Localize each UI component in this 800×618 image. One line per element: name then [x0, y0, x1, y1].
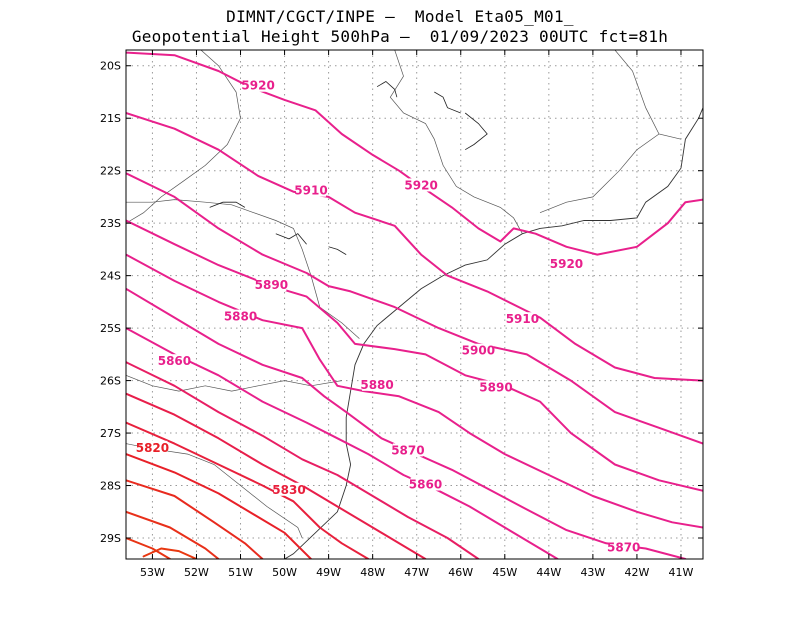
- lat-tick-label: 20S: [100, 60, 121, 73]
- contour-label: 5910: [294, 184, 327, 198]
- contour-label: 5860: [158, 354, 191, 368]
- lon-tick-label: 46W: [448, 566, 473, 579]
- contour-label: 5870: [391, 443, 424, 457]
- contour-label-bg: [406, 178, 437, 192]
- contour-label: 5830: [272, 483, 305, 497]
- contour-label-bg: [137, 440, 168, 454]
- lat-tick-label: 23S: [100, 217, 121, 230]
- state-border: [389, 50, 523, 234]
- contour-label-bg: [256, 278, 287, 292]
- contour-line-5810: [126, 479, 264, 559]
- lon-tick-label: 52W: [184, 566, 209, 579]
- reservoir: [209, 201, 246, 208]
- lon-tick-label: 41W: [669, 566, 694, 579]
- lat-tick-label: 25S: [100, 322, 121, 335]
- contour-label: 5920: [241, 79, 274, 93]
- contour-label-bg: [410, 477, 441, 491]
- lon-tick-label: 45W: [492, 566, 517, 579]
- lon-tick-label: 48W: [360, 566, 385, 579]
- lat-tick-label: 24S: [100, 270, 121, 283]
- lon-tick-label: 51W: [228, 566, 253, 579]
- contour-line-5910: [126, 112, 703, 382]
- contour-label-bg: [225, 309, 256, 323]
- reservoir: [464, 112, 488, 151]
- lon-tick-label: 42W: [624, 566, 649, 579]
- axis-ticks: 53W 52W 51W 50W 49W 48W 47W 46W 45W 44W 43W 42W 41W 2…: [100, 50, 703, 579]
- contour-line-5860: [126, 327, 559, 559]
- contour-label: 5880: [360, 378, 393, 392]
- map-title-line-2: Geopotential Height 500hPa — 01/09/2023 …: [131, 27, 669, 46]
- lat-tick-label: 29S: [100, 532, 121, 545]
- reservoir: [434, 91, 461, 114]
- contour-label: 5870: [607, 541, 640, 555]
- state-border: [126, 374, 342, 392]
- contour-label-bg: [362, 377, 393, 391]
- contour-label: 5920: [404, 178, 437, 192]
- contour-line-5840: [126, 392, 427, 559]
- lon-tick-label: 43W: [580, 566, 605, 579]
- contour-label: 5920: [550, 257, 583, 271]
- contour-line-5780: [142, 547, 198, 559]
- contour-label-bg: [392, 443, 423, 457]
- contour-label: 5880: [224, 310, 257, 324]
- lat-tick-label: 26S: [100, 375, 121, 388]
- contour-label-bg: [295, 183, 326, 197]
- contour-label: 5820: [136, 441, 169, 455]
- contour-line-5890: [126, 219, 703, 492]
- contour-line-5790: [126, 537, 171, 559]
- contour-label-bg: [507, 312, 538, 326]
- contour-line-5850: [126, 361, 480, 559]
- contour-label: 5890: [479, 380, 512, 394]
- contour-label: 5910: [506, 312, 539, 326]
- contour-label: 5890: [255, 278, 288, 292]
- reservoir: [376, 81, 398, 98]
- contour-label: 5900: [462, 344, 495, 358]
- lon-tick-label: 44W: [536, 566, 561, 579]
- coastline: [284, 243, 506, 559]
- state-border: [539, 133, 660, 214]
- reservoir: [275, 233, 307, 245]
- lon-tick-label: 47W: [404, 566, 429, 579]
- contour-line-5900: [126, 172, 703, 445]
- lat-tick-label: 22S: [100, 165, 121, 178]
- contour-labels: 5920 5910 5920 5920 5890 5880 5910 5900 5860 5880…: [136, 78, 640, 555]
- state-border: [614, 50, 682, 140]
- contour-label-bg: [551, 257, 582, 271]
- contour-line-5820: [126, 453, 312, 559]
- lon-tick-label: 53W: [140, 566, 165, 579]
- contour-label-bg: [608, 540, 639, 554]
- contour-label-bg: [243, 78, 274, 92]
- lon-tick-label: 49W: [316, 566, 341, 579]
- lon-tick-label: 50W: [272, 566, 297, 579]
- map-title-line-1: DIMNT/CGCT/INPE — Model Eta05_M01_: [226, 7, 574, 26]
- contour-label-bg: [480, 380, 511, 394]
- contour-label-bg: [273, 482, 304, 496]
- lat-tick-label: 28S: [100, 480, 121, 493]
- contour-label-bg: [159, 354, 190, 368]
- contour-label-bg: [463, 343, 494, 357]
- lat-tick-label: 27S: [100, 427, 121, 440]
- state-border: [126, 50, 241, 224]
- map-frame: [125, 49, 704, 560]
- contour-line-5800: [126, 510, 220, 559]
- contour-label: 5860: [409, 478, 442, 492]
- reservoir: [328, 246, 347, 255]
- lat-tick-label: 21S: [100, 112, 121, 125]
- coastline: [504, 107, 703, 245]
